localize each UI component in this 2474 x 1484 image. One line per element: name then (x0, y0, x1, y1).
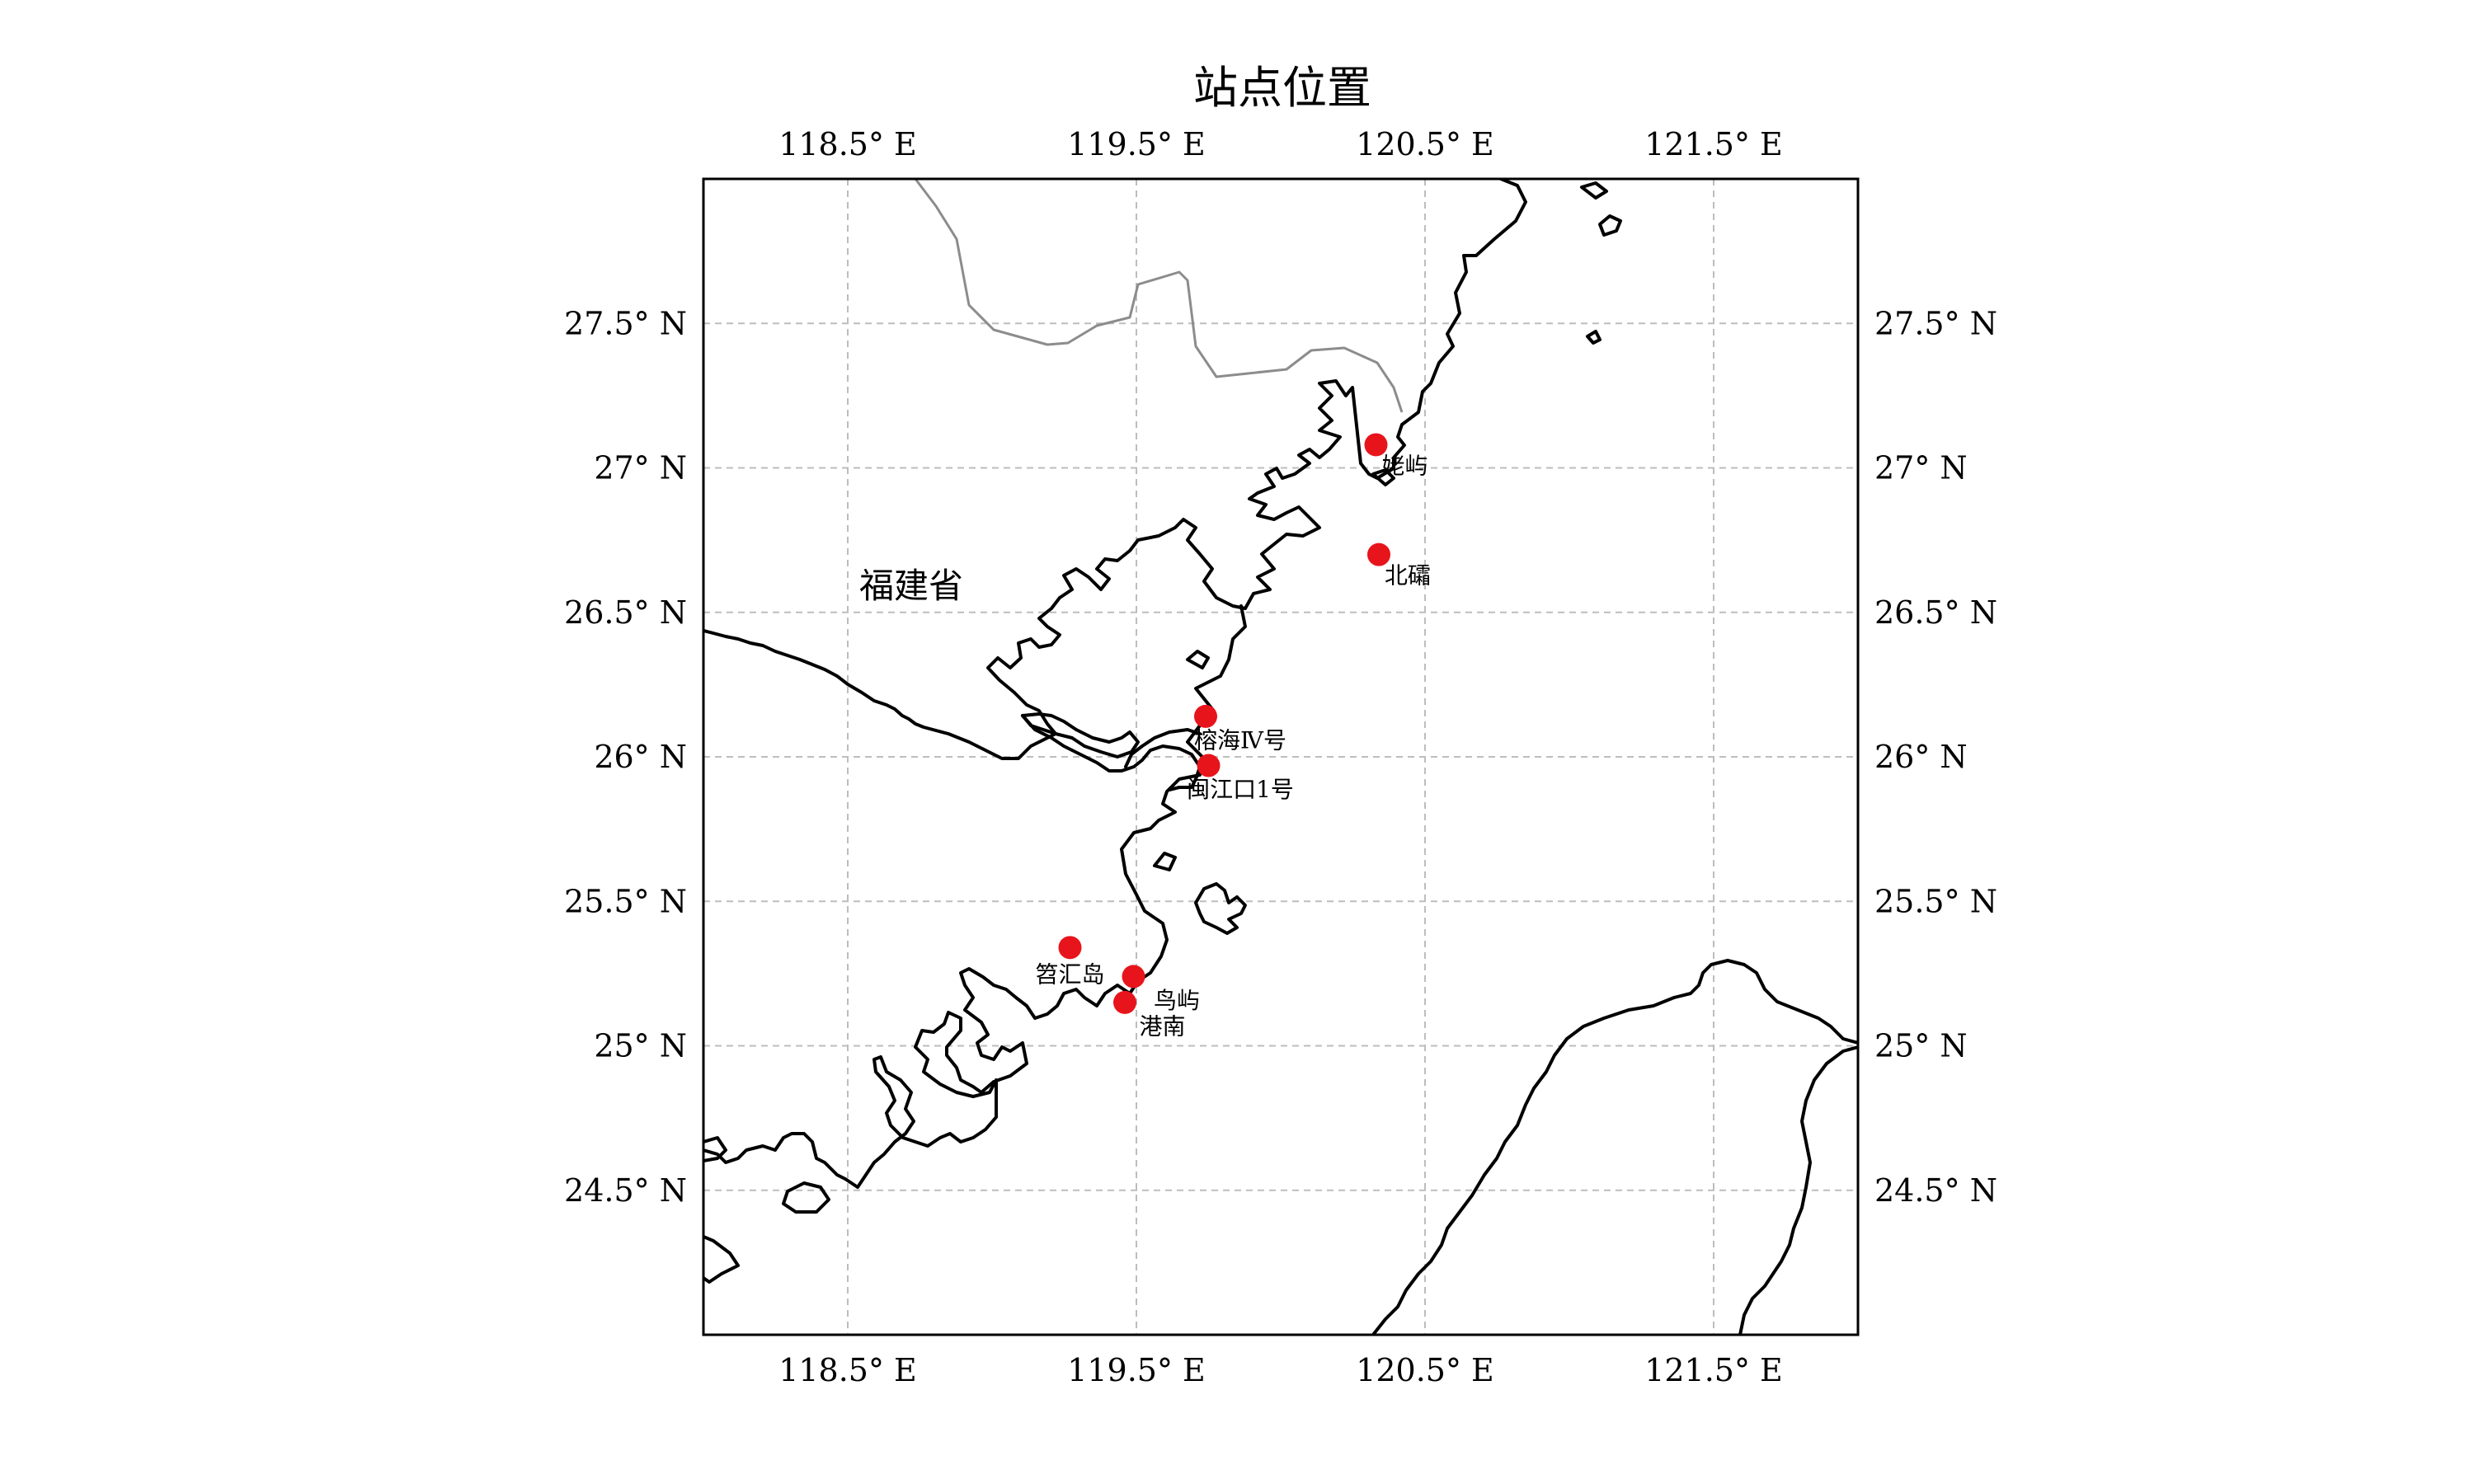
island-mazu (1186, 650, 1210, 669)
station-marker[interactable] (1113, 990, 1136, 1014)
station-marker[interactable] (1197, 754, 1221, 777)
lon-tick-label-bottom: 119.5° E (1067, 1352, 1206, 1388)
station-marker[interactable] (1058, 936, 1082, 960)
lat-tick-label-right: 27° N (1874, 450, 1968, 486)
island-sw-2 (782, 1181, 830, 1214)
lon-tick-label-bottom: 120.5° E (1356, 1352, 1494, 1388)
lon-tick-label-bottom: 121.5° E (1644, 1352, 1783, 1388)
station-label: 笤汇岛 (1035, 960, 1104, 988)
lat-tick-label-right: 26° N (1874, 739, 1968, 775)
minjiang-branch (1021, 712, 1140, 758)
map-frame (702, 177, 1860, 1336)
lat-tick-label-left: 25.5° N (564, 883, 687, 919)
province-label: 福建省 (859, 566, 963, 606)
station-marker[interactable] (1122, 965, 1145, 989)
lat-tick-label-left: 25° N (594, 1028, 687, 1064)
graticule (703, 179, 1858, 1335)
minjiang-estuary (1021, 714, 1202, 791)
lat-tick-label-right: 25° N (1874, 1028, 1968, 1064)
lat-tick-label-right: 26.5° N (1874, 594, 1997, 631)
station-label: 鸟屿 (1154, 987, 1200, 1014)
island-ne-2 (1598, 214, 1622, 237)
lat-tick-label-right: 25.5° N (1874, 883, 1997, 919)
lon-tick-label-top: 119.5° E (1067, 126, 1206, 162)
axis-labels: 118.5° E 118.5° E 119.5° E 119.5° E 120.5° E… (564, 126, 1997, 1388)
lon-tick-label-top: 118.5° E (778, 126, 917, 162)
south-coastline (703, 604, 1247, 1189)
pingtan-island (1194, 882, 1247, 935)
island-sw-1 (703, 1136, 727, 1162)
lat-tick-label-right: 24.5° N (1874, 1172, 1997, 1209)
lat-tick-label-left: 24.5° N (564, 1172, 687, 1209)
station-marker[interactable] (1364, 433, 1388, 457)
lat-tick-label-left: 27.5° N (564, 305, 687, 341)
station-marker[interactable] (1194, 704, 1217, 728)
station-label: 姥屿 (1381, 453, 1427, 480)
island-ne-3 (1586, 330, 1602, 345)
island-sw-3 (703, 1235, 740, 1284)
map-border (702, 177, 1860, 1336)
taiwan-coastline (1371, 959, 1858, 1335)
lat-tick-label-left: 26.5° N (564, 594, 687, 631)
lon-tick-label-top: 121.5° E (1644, 126, 1783, 162)
lat-tick-label-left: 27° N (594, 450, 687, 486)
station-label: 闽江口1号 (1187, 776, 1294, 803)
station-label: 港南 (1139, 1012, 1185, 1040)
lon-tick-label-bottom: 118.5° E (778, 1352, 917, 1388)
taiwan-east-coastline (1738, 1045, 1858, 1335)
lat-tick-label-right: 27.5° N (1874, 305, 1997, 341)
island-ne-1 (1580, 181, 1608, 200)
minjiang-channel (1124, 728, 1202, 768)
island-laoyu (1371, 468, 1395, 486)
island-shape-1 (1153, 852, 1177, 871)
map-title: 站点位置 (1193, 62, 1371, 114)
station-label: 北礵 (1385, 562, 1431, 589)
station-label: 榕海Ⅳ号 (1194, 726, 1286, 754)
geography-layer (703, 179, 1858, 1335)
lon-tick-label-top: 120.5° E (1356, 126, 1494, 162)
station-marker[interactable] (1367, 542, 1390, 566)
province-border (914, 179, 1404, 413)
lat-tick-label-left: 26° N (594, 739, 687, 775)
